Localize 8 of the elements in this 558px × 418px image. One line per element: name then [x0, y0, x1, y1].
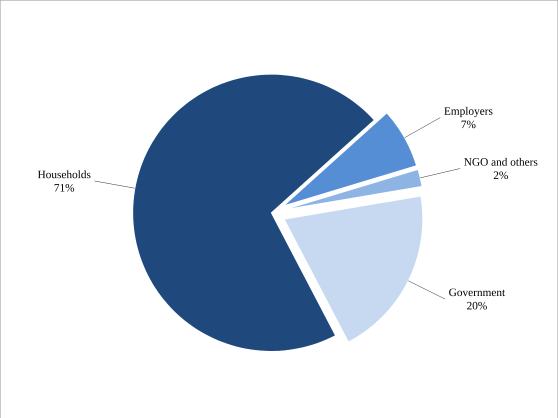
data-label: 7% [462, 120, 476, 128]
slice-label: Households [38, 170, 90, 178]
slice-label: Employers [444, 106, 492, 117]
data-label: 71% [54, 184, 74, 192]
data-label: 20% [467, 302, 487, 310]
data-label: 2% [494, 171, 508, 179]
slice-label: NGO and others [464, 158, 538, 166]
slice-label: Government [449, 288, 506, 296]
